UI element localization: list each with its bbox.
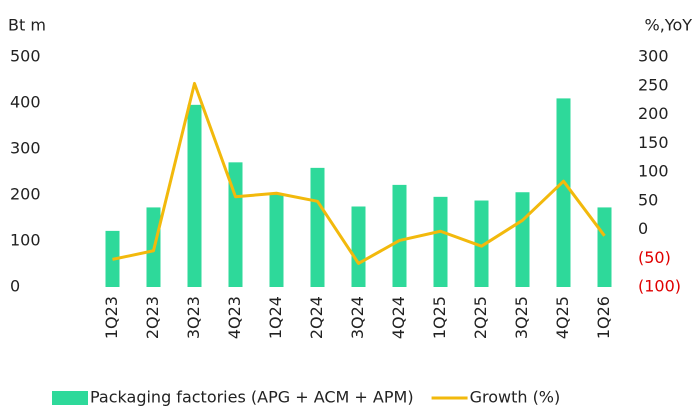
bar — [269, 194, 284, 287]
bar — [187, 104, 202, 287]
y-tick-label: 400 — [10, 93, 41, 112]
x-tick-label: 1Q23 — [102, 296, 121, 339]
y2-tick-label: 300 — [638, 47, 669, 66]
y2-tick-label: 0 — [638, 219, 648, 238]
y-tick-label: 500 — [10, 47, 41, 66]
y-axis-label: Bt m — [8, 16, 46, 35]
y-tick-label: 0 — [10, 277, 20, 296]
x-tick-label: 2Q23 — [143, 296, 162, 339]
legend-swatch — [52, 391, 88, 405]
y-tick-label: 200 — [10, 185, 41, 204]
bar — [392, 184, 407, 287]
x-tick-label: 4Q24 — [389, 296, 408, 339]
x-tick-label: 4Q25 — [553, 296, 572, 339]
y2-tick-label: 200 — [638, 104, 669, 123]
x-tick-label: 4Q23 — [225, 296, 244, 339]
bar — [310, 167, 325, 287]
x-tick-label: 3Q24 — [348, 296, 367, 339]
bar — [474, 200, 489, 287]
line — [112, 81, 606, 265]
y2-tick-label: 250 — [638, 75, 669, 94]
x-tick-label: 1Q26 — [594, 296, 613, 339]
bar — [556, 98, 571, 288]
bar — [597, 207, 612, 287]
y2-axis-label: %,YoY — [645, 16, 693, 35]
legend-label: Growth (%) — [470, 388, 561, 407]
y-tick-label: 100 — [10, 231, 41, 250]
x-tick-label: 2Q25 — [471, 296, 490, 339]
y2-tick-label: (100) — [638, 277, 681, 296]
y2-tick-label: 50 — [638, 190, 658, 209]
legend-label: Packaging factories (APG + ACM + APM) — [90, 388, 414, 407]
x-tick-label: 1Q25 — [430, 296, 449, 339]
y2-tick-label: 150 — [638, 133, 669, 152]
x-tick-label: 1Q24 — [266, 296, 285, 339]
bar — [515, 192, 530, 287]
y2-tick-label: 100 — [638, 162, 669, 181]
bar — [228, 162, 243, 287]
x-tick-label: 3Q25 — [512, 296, 531, 339]
bar — [351, 206, 366, 287]
x-tick-label: 2Q24 — [307, 296, 326, 339]
y-tick-label: 300 — [10, 139, 41, 158]
x-tick-label: 3Q23 — [184, 296, 203, 339]
bar — [433, 196, 448, 287]
y2-tick-label: (50) — [638, 248, 671, 267]
